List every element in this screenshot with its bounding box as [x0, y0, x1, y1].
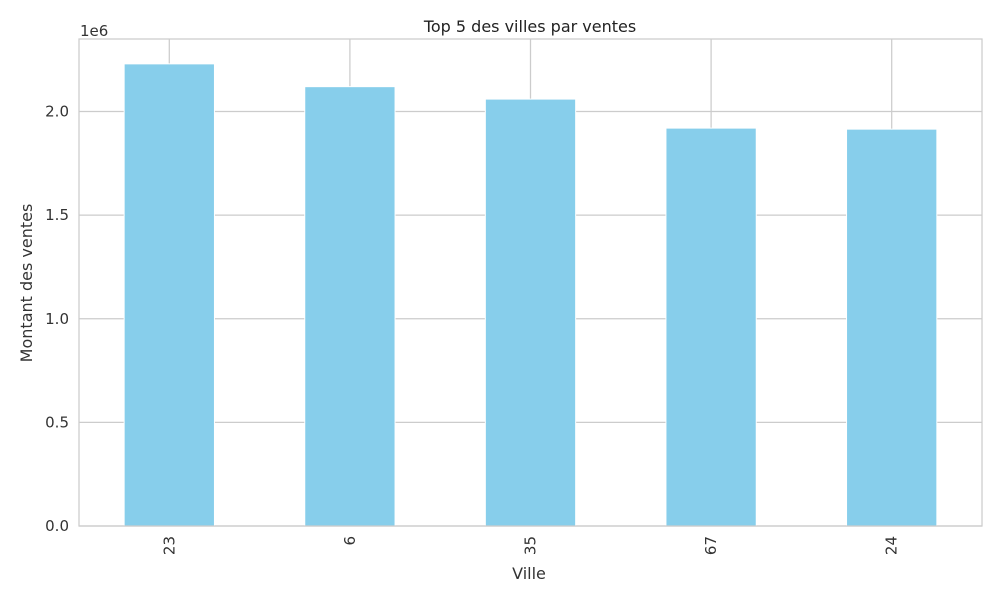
y-tick-label: 1.5 — [45, 206, 69, 224]
tick-layer: 0.0 0.5 1.0 1.5 2.0 23 6 35 67 24 — [45, 103, 901, 556]
y-axis-title: Montant des ventes — [17, 204, 36, 363]
bar-6 — [304, 86, 396, 527]
bar-24 — [846, 128, 938, 527]
bar-23 — [123, 63, 215, 527]
x-tick-label: 23 — [160, 536, 178, 555]
x-tick-label: 6 — [341, 536, 359, 546]
bar-35 — [484, 98, 577, 527]
y-tick-label: 0.0 — [45, 517, 69, 535]
plot-frame — [78, 38, 983, 527]
bar-67 — [665, 127, 757, 527]
x-tick-label: 24 — [883, 536, 901, 555]
bar-layer — [123, 63, 938, 527]
y-tick-label: 1.0 — [45, 310, 69, 328]
y-offset-label: 1e6 — [80, 22, 108, 40]
x-tick-label: 67 — [702, 536, 720, 555]
chart-title: Top 5 des villes par ventes — [423, 17, 636, 36]
x-axis-title: Ville — [512, 564, 546, 583]
y-tick-label: 2.0 — [45, 103, 69, 121]
x-tick-label: 35 — [522, 536, 540, 555]
y-tick-label: 0.5 — [45, 413, 69, 431]
